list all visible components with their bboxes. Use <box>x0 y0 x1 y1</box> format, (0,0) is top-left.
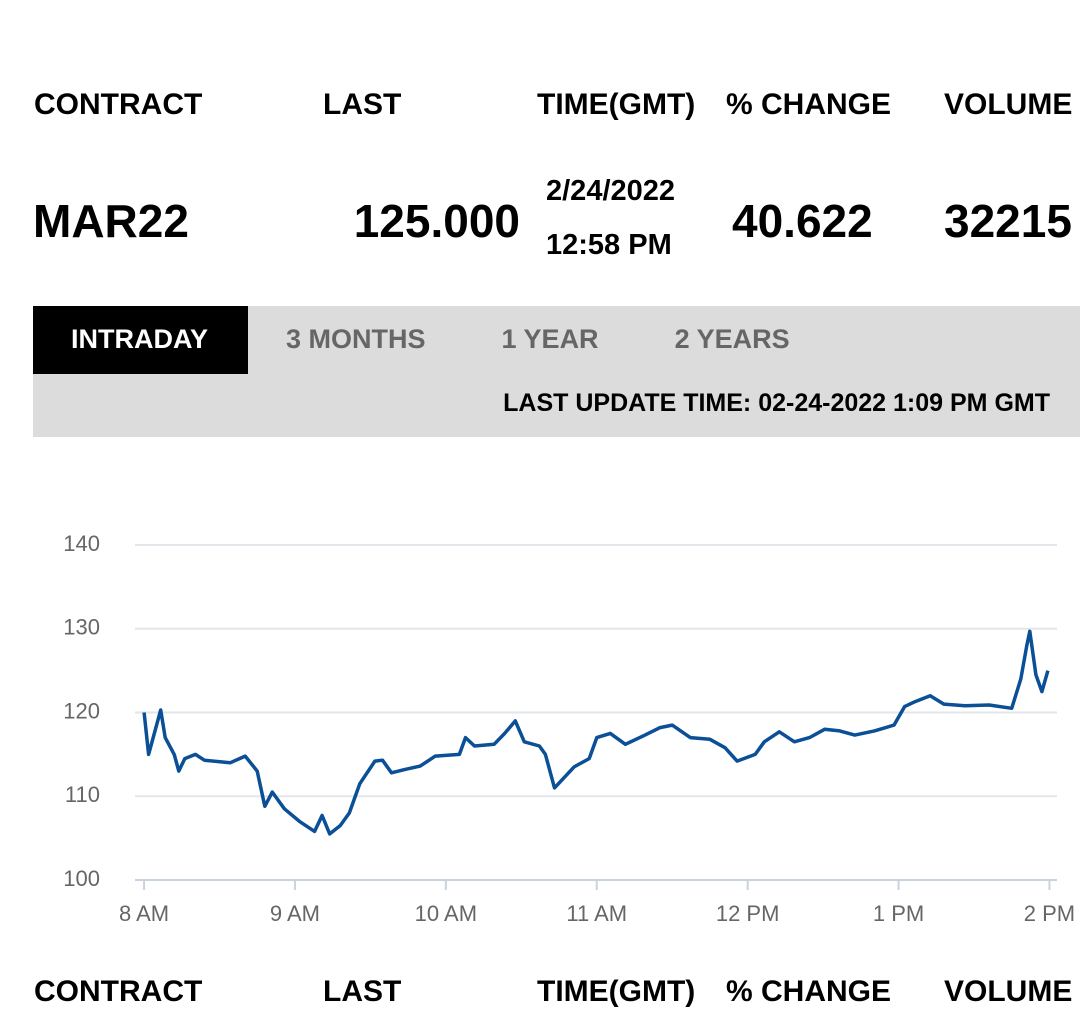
column-header: LAST <box>323 88 402 121</box>
x-tick-label: 10 AM <box>415 901 477 926</box>
x-tick-label: 12 PM <box>716 901 780 926</box>
tab[interactable]: 1 YEAR <box>501 324 599 354</box>
column-header: LAST <box>323 975 402 1008</box>
x-tick-label: 11 AM <box>566 901 627 926</box>
column-header: TIME(GMT) <box>537 975 696 1008</box>
column-header: VOLUME <box>944 88 1073 121</box>
x-tick-label: 1 PM <box>873 901 924 926</box>
column-header: CONTRACT <box>34 88 203 121</box>
y-tick-label: 130 <box>63 615 100 640</box>
volume: 32215 <box>944 195 1072 247</box>
tab[interactable]: 2 YEARS <box>674 324 790 354</box>
x-tick-label: 8 AM <box>119 901 169 926</box>
tab[interactable]: INTRADAY <box>33 306 248 374</box>
y-tick-label: 120 <box>63 698 100 723</box>
y-tick-label: 110 <box>65 782 100 807</box>
trade-date: 2/24/2022 <box>546 175 676 207</box>
column-header: % CHANGE <box>726 975 892 1008</box>
column-header: CONTRACT <box>34 975 203 1008</box>
x-tick-label: 9 AM <box>270 901 320 926</box>
column-header: % CHANGE <box>726 88 892 121</box>
y-tick-label: 100 <box>63 866 100 891</box>
update-bar: LAST UPDATE TIME: 02-24-2022 1:09 PM GMT <box>33 374 1080 437</box>
last-update: LAST UPDATE TIME: 02-24-2022 1:09 PM GMT <box>503 389 1050 417</box>
price-line <box>142 629 1050 836</box>
percent-change: 40.622 <box>732 195 873 247</box>
y-tick-label: 140 <box>63 531 100 556</box>
trade-time: 12:58 PM <box>546 229 672 261</box>
contract: MAR22 <box>33 195 189 247</box>
column-header: TIME(GMT) <box>537 88 696 121</box>
x-tick-label: 2 PM <box>1024 901 1075 926</box>
column-header: VOLUME <box>944 975 1073 1008</box>
last-price: 125.000 <box>353 195 520 247</box>
tab[interactable]: 3 MONTHS <box>286 324 426 354</box>
tab-bar: INTRADAY 3 MONTHS 1 YEAR 2 YEARS <box>33 306 1080 374</box>
